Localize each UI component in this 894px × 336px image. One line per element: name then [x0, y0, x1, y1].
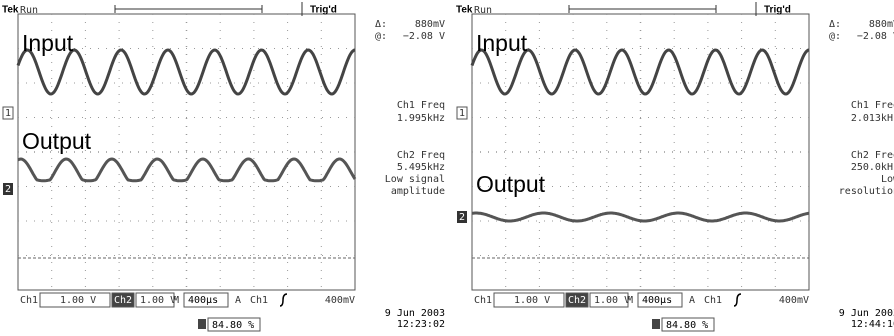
m-label: M: [627, 295, 633, 306]
cursor-value: 880mV: [415, 19, 445, 30]
time: 12:23:02: [397, 319, 445, 330]
readout: amplitude: [391, 186, 445, 197]
cursor-label: @:: [829, 31, 841, 42]
ch2-label: Ch2: [568, 295, 586, 306]
trigger-bracket: [569, 5, 716, 13]
readout: resolution: [839, 186, 894, 197]
trig-status: Trig'd: [764, 5, 791, 16]
timebase: 400µs: [188, 295, 218, 306]
input-label: Input: [22, 30, 74, 56]
cursor-value: −2.08 V: [403, 31, 445, 42]
ch1-scale: 1.00 V: [514, 295, 550, 306]
channel-marker: 2: [5, 184, 11, 195]
readout: 2.013kHz: [851, 113, 894, 124]
channel-marker: 2: [459, 212, 465, 223]
brand: Tek: [2, 5, 19, 16]
trig-status: Trig'd: [310, 5, 337, 16]
channel-marker: 1: [5, 108, 11, 119]
cursor-label: Δ:: [375, 19, 387, 30]
ch2-scale: 1.00 V: [594, 295, 630, 306]
a-label: A: [689, 295, 695, 306]
m-label: M: [173, 295, 179, 306]
cursor-value: 880mV: [869, 19, 894, 30]
ch2-scale: 1.00 V: [140, 295, 176, 306]
a-label: A: [235, 295, 241, 306]
input-label: Input: [476, 30, 528, 56]
time: 12:44:10: [851, 319, 894, 330]
readout: Ch2 Freq: [397, 150, 445, 161]
ch1-label: Ch1: [20, 295, 38, 306]
readout: Ch2 Freq: [851, 150, 894, 161]
output-label: Output: [22, 128, 92, 154]
readout: Low signal: [385, 174, 445, 185]
channel-marker: 1: [459, 108, 465, 119]
trigger-bracket: [115, 5, 262, 13]
readout: Ch1 Freq: [851, 100, 894, 111]
ch1-scale: 1.00 V: [60, 295, 96, 306]
output-label: Output: [476, 171, 546, 197]
date: 9 Jun 2003: [385, 308, 445, 319]
readout: 250.0kHz: [851, 162, 894, 173]
cursor-value: −2.08 V: [857, 31, 894, 42]
trig-position: 84.80 %: [666, 320, 708, 331]
cursor-label: Δ:: [829, 19, 841, 30]
readout: 5.495kHz: [397, 162, 445, 173]
trig-source: Ch1: [704, 295, 722, 306]
slope-icon: [734, 294, 741, 306]
cursor-label: @:: [375, 31, 387, 42]
brand: Tek: [456, 5, 473, 16]
run-status: Run: [474, 5, 492, 16]
trig-level: 400mV: [779, 295, 809, 306]
date: 9 Jun 2003: [839, 308, 894, 319]
ch2-label: Ch2: [114, 295, 132, 306]
readout: Low: [881, 174, 894, 185]
timebase: 400µs: [642, 295, 672, 306]
ch1-label: Ch1: [474, 295, 492, 306]
run-status: Run: [20, 5, 38, 16]
trig-position: 84.80 %: [212, 320, 254, 331]
t-icon: [652, 319, 660, 329]
trig-source: Ch1: [250, 295, 268, 306]
readout: Ch1 Freq: [397, 100, 445, 111]
oscilloscope-captures: TekRunTrig'dΔ:880mV@:−2.08 VInputOutputC…: [0, 0, 894, 336]
slope-icon: [280, 294, 287, 306]
trig-level: 400mV: [325, 295, 355, 306]
t-icon: [198, 319, 206, 329]
readout: 1.995kHz: [397, 113, 445, 124]
